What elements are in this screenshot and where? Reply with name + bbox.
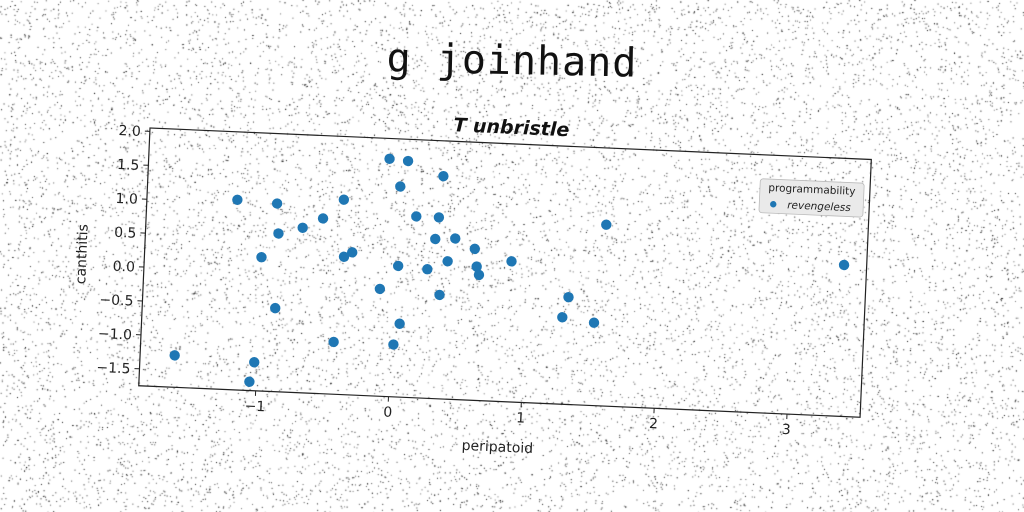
data-point [422,264,433,275]
x-axis-label: peripatoid [461,438,533,457]
data-point [394,318,405,329]
data-point [838,259,850,271]
data-point [256,252,267,263]
scatter-series [169,153,850,387]
data-point [438,170,449,182]
y-tick-label: 0.0 [112,259,135,276]
y-tick-label: −0.5 [99,292,134,309]
data-point [557,312,568,323]
chart-title: T unbristle [453,114,570,141]
data-point [388,339,399,350]
data-point [469,243,480,255]
legend-marker [770,201,777,208]
data-point [338,251,350,262]
legend-entry-label: revengeless [787,199,852,214]
data-point [271,198,283,209]
data-point [563,291,574,303]
data-point [249,357,260,368]
data-point [273,228,284,239]
data-point [346,247,358,258]
data-point [434,289,445,301]
data-point [473,269,485,281]
data-point [244,376,255,387]
data-point [430,233,441,245]
data-point [601,219,612,230]
data-point [338,194,350,205]
data-point [395,181,406,192]
y-tick-label: −1.0 [98,326,133,343]
y-tick-label: 1.0 [115,191,138,208]
data-point [442,256,453,267]
data-point [317,213,329,224]
legend-box [758,178,865,218]
legend: programmability revengeless [758,178,865,218]
plot-frame [138,127,872,418]
data-point [588,317,600,328]
data-point [297,222,308,233]
y-axis-label: canthitis [73,224,92,285]
x-tick-label: 2 [649,416,659,432]
y-tick-label: 1.5 [117,157,140,174]
data-point [471,261,482,272]
x-tick-label: 1 [516,410,526,426]
data-point [433,212,445,223]
y-tick-label: 0.5 [114,225,137,242]
data-point [328,336,339,348]
plot-group: −1 0 1 2 3 −1.5 −1.0 −0.5 0.0 0.5 1.0 1.5 2.0 T unb… [73,114,872,457]
legend-title: programmability [768,182,856,198]
data-point [374,283,386,295]
x-axis: −1 0 1 2 3 [244,390,791,438]
data-point [506,256,517,267]
data-point [270,302,281,314]
data-point [402,155,414,167]
data-point [392,260,404,272]
data-point [232,194,243,205]
data-point [384,153,395,165]
y-tick-label: −1.5 [96,360,131,377]
data-point [450,233,461,244]
x-tick-label: 3 [781,422,791,438]
x-tick-label: −1 [244,398,265,415]
data-point [411,211,422,222]
y-axis: −1.5 −1.0 −0.5 0.0 0.5 1.0 1.5 2.0 [96,123,150,377]
y-tick-label: 2.0 [118,123,141,140]
x-tick-label: 0 [383,404,393,420]
data-point [169,350,180,361]
